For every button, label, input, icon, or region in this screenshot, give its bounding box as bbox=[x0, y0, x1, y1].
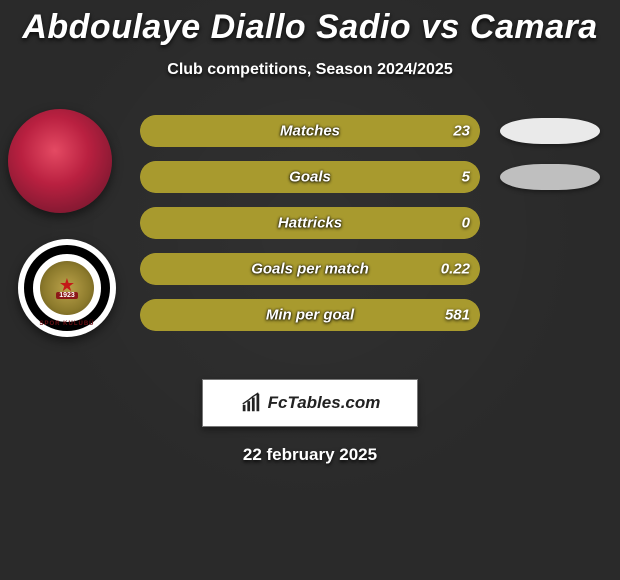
opponent-pills bbox=[490, 115, 610, 207]
opponent-pill bbox=[490, 161, 610, 193]
page-title: Abdoulaye Diallo Sadio vs Camara bbox=[0, 0, 620, 47]
page-subtitle: Club competitions, Season 2024/2025 bbox=[0, 61, 620, 79]
pill-shape bbox=[500, 164, 600, 190]
badge-arc-bottom: SPOR KULÜBÜ bbox=[18, 321, 116, 327]
stat-bar-matches: Matches 23 bbox=[140, 115, 480, 147]
bar-value: 5 bbox=[462, 169, 470, 186]
bar-value: 0 bbox=[462, 215, 470, 232]
star-icon: ★ bbox=[59, 278, 75, 292]
stat-bars: Matches 23 Goals 5 Hattricks 0 Goals per… bbox=[140, 115, 480, 345]
bar-value: 23 bbox=[453, 123, 470, 140]
stat-bar-hattricks: Hattricks 0 bbox=[140, 207, 480, 239]
date-line: 22 february 2025 bbox=[0, 445, 620, 465]
bar-label: Hattricks bbox=[278, 215, 342, 232]
bar-label: Goals bbox=[289, 169, 331, 186]
opponent-pill bbox=[490, 115, 610, 147]
avatar-column: ANKARA ★ 1923 SPOR KULÜBÜ bbox=[8, 109, 128, 337]
bar-value: 0.22 bbox=[441, 261, 470, 278]
branding-text: FcTables.com bbox=[268, 393, 381, 413]
badge-year: 1923 bbox=[56, 292, 78, 299]
player-avatar bbox=[8, 109, 112, 213]
bar-label: Goals per match bbox=[251, 261, 369, 278]
badge-inner: ★ 1923 bbox=[40, 261, 94, 315]
page: Abdoulaye Diallo Sadio vs Camara Club co… bbox=[0, 0, 620, 580]
barchart-icon bbox=[240, 392, 262, 414]
branding-box[interactable]: FcTables.com bbox=[202, 379, 418, 427]
team-badge: ANKARA ★ 1923 SPOR KULÜBÜ bbox=[18, 239, 116, 337]
bar-label: Matches bbox=[280, 123, 340, 140]
stat-bar-gpm: Goals per match 0.22 bbox=[140, 253, 480, 285]
pill-shape bbox=[500, 118, 600, 144]
bar-label: Min per goal bbox=[266, 307, 354, 324]
bar-value: 581 bbox=[445, 307, 470, 324]
comparison-layout: ANKARA ★ 1923 SPOR KULÜBÜ Matches 23 Go bbox=[0, 109, 620, 369]
stat-bar-goals: Goals 5 bbox=[140, 161, 480, 193]
stat-bar-mpg: Min per goal 581 bbox=[140, 299, 480, 331]
